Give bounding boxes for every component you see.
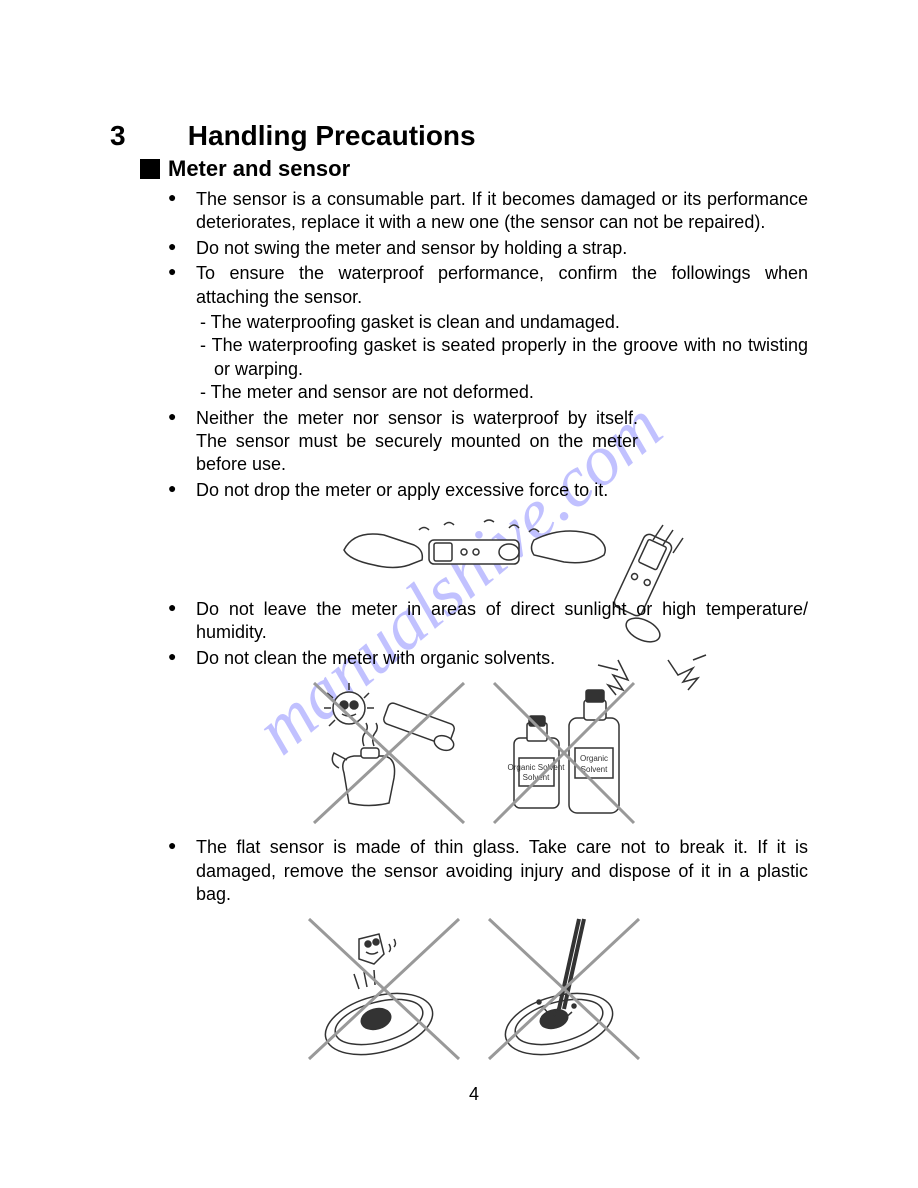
precautions-list-3: The flat sensor is made of thin glass. T…	[140, 836, 808, 906]
bullet-text: To ensure the waterproof performance, co…	[196, 263, 808, 306]
sun-heat-illustration	[309, 678, 469, 828]
precautions-list: The sensor is a consumable part. If it b…	[140, 188, 808, 502]
bullet-text: Do not leave the meter in areas of direc…	[196, 599, 808, 642]
solvents-illustration: Organic Solvent Solvent Organic Solvent	[489, 678, 639, 828]
svg-text:Solvent: Solvent	[523, 773, 550, 782]
hands-washing-illustration	[334, 510, 614, 590]
sensor-break-1-illustration	[304, 914, 464, 1064]
page-number: 4	[140, 1084, 808, 1105]
sub-item: - The waterproofing gasket is seated pro…	[200, 334, 808, 381]
list-item: To ensure the waterproof performance, co…	[168, 262, 808, 404]
list-item: Do not drop the meter or apply excessive…	[168, 479, 808, 502]
list-item: The flat sensor is made of thin glass. T…	[168, 836, 808, 906]
precautions-list-2: Do not leave the meter in areas of direc…	[140, 598, 808, 670]
list-item: Neither the meter nor sensor is waterpro…	[168, 407, 638, 477]
sensor-break-row	[140, 914, 808, 1064]
subsection-heading: Meter and sensor	[140, 156, 808, 182]
svg-text:Organic Solvent: Organic Solvent	[508, 763, 566, 772]
sensor-break-2-illustration	[484, 914, 644, 1064]
bullet-text: Neither the meter nor sensor is waterpro…	[196, 408, 638, 475]
sub-list: - The waterproofing gasket is clean and …	[196, 311, 808, 405]
bullet-text: The flat sensor is made of thin glass. T…	[196, 837, 808, 904]
square-bullet-icon	[140, 159, 160, 179]
bullet-text: The sensor is a consumable part. If it b…	[196, 189, 808, 232]
list-item: The sensor is a consumable part. If it b…	[168, 188, 808, 235]
subsection-title: Meter and sensor	[168, 156, 350, 182]
list-item: Do not clean the meter with organic solv…	[168, 647, 808, 670]
sub-item: - The waterproofing gasket is clean and …	[200, 311, 808, 334]
bullet-text: Do not swing the meter and sensor by hol…	[196, 238, 627, 258]
bullet-text: Do not clean the meter with organic solv…	[196, 648, 555, 668]
section-heading: 3 Handling Precautions	[110, 120, 808, 152]
svg-text:Organic: Organic	[580, 754, 608, 763]
list-item: Do not swing the meter and sensor by hol…	[168, 237, 808, 260]
section-title: Handling Precautions	[188, 120, 476, 151]
section-number: 3	[110, 120, 180, 152]
svg-text:Solvent: Solvent	[581, 765, 608, 774]
bullet-text: Do not drop the meter or apply excessive…	[196, 480, 608, 500]
list-item: Do not leave the meter in areas of direc…	[168, 598, 808, 645]
sun-solvent-row: Organic Solvent Solvent Organic Solvent	[140, 678, 808, 828]
sub-item: - The meter and sensor are not deformed.	[200, 381, 808, 404]
